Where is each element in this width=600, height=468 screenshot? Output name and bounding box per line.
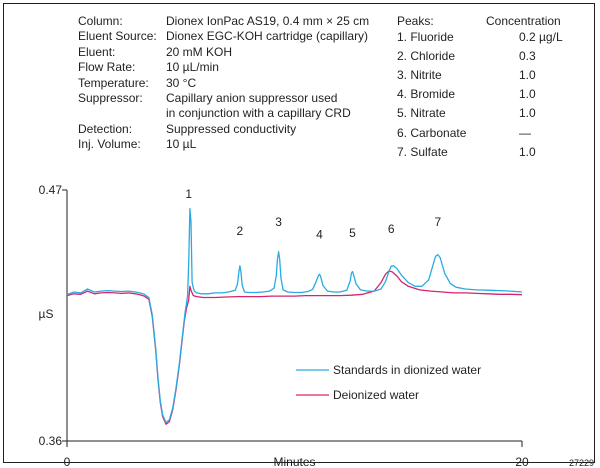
peak-label: 6: [388, 222, 395, 236]
peak-row: 1. Fluoride 0.2 µg/L: [0, 30, 590, 45]
condition-value: 10 µL: [166, 137, 197, 152]
condition-value: 10 µL/min: [166, 60, 219, 75]
peak-name: 4. Bromide: [397, 87, 456, 102]
peak-row: 2. Chloride 0.3: [0, 49, 590, 64]
condition-row: Eluent Source: Dionex EGC-KOH cartridge …: [0, 29, 390, 44]
condition-label: Eluent:: [78, 44, 116, 59]
peak-name: 7. Sulfate: [397, 144, 448, 159]
condition-value: Suppressed conductivity: [166, 121, 297, 136]
condition-row: Column: Dionex IonPac AS19, 0.4 mm × 25 …: [0, 14, 390, 29]
condition-row: Eluent: 20 mM KOH: [0, 45, 390, 60]
peak-name: 6. Carbonate: [397, 125, 467, 140]
peak-label: 4: [316, 227, 323, 241]
peaks-header-concentration: Concentration: [486, 14, 561, 28]
y-tick-label-bottom: 0.36: [39, 434, 63, 448]
chart-axes: 0.47 0.360 20 Minutes µS: [39, 183, 529, 468]
peaks-header-label: Peaks:: [397, 14, 434, 28]
peak-name: 5. Nitrate: [397, 106, 446, 121]
peak-concentration: 0.2 µg/L: [519, 30, 563, 44]
peak-concentration: 1.0: [519, 144, 536, 159]
peak-name: 1. Fluoride: [397, 30, 454, 44]
peak-label: 5: [349, 226, 356, 240]
peak-concentration: 0.3: [519, 49, 536, 64]
y-tick-label-top: 0.47: [39, 183, 63, 197]
condition-row: Temperature: 30 °C: [0, 76, 390, 91]
peak-label: 1: [185, 187, 192, 201]
chart-legend: Standards in dionized water Deionized wat…: [296, 363, 481, 402]
peak-label: 2: [237, 224, 244, 238]
peak-concentration: 1.0: [519, 87, 536, 102]
condition-label: Eluent Source:: [78, 29, 157, 44]
peak-concentration: —: [519, 125, 531, 140]
condition-label: Flow Rate:: [78, 60, 136, 75]
peak-name: 2. Chloride: [397, 49, 456, 64]
condition-row: Detection: Suppressed conductivity: [0, 122, 390, 137]
series-line-1: [66, 270, 523, 425]
figure-id: 27229: [569, 458, 594, 468]
chart-peak-labels: 1 2 3 4 5 6 7: [185, 187, 441, 242]
peak-label: 3: [275, 215, 282, 229]
condition-label: Inj. Volume:: [78, 137, 141, 152]
condition-value: Capillary anion suppressor used: [166, 91, 338, 105]
peak-row: 6. Carbonate —: [0, 126, 590, 141]
series-line-0: [66, 208, 523, 424]
condition-row: Suppressor: Capillary anion suppressor u…: [0, 91, 390, 106]
condition-label: Temperature:: [78, 75, 149, 90]
x-tick-label-end: 20: [515, 455, 529, 468]
condition-value: 20 mM KOH: [166, 44, 233, 59]
peak-concentration: 1.0: [519, 68, 536, 83]
condition-label: Column:: [78, 14, 123, 28]
condition-value: Dionex IonPac AS19, 0.4 mm × 25 cm: [166, 14, 370, 28]
condition-value: in conjunction with a capillary CRD: [166, 106, 351, 121]
peak-row: 4. Bromide 1.0: [0, 87, 590, 102]
chart-series: [66, 208, 523, 425]
peak-row: 5. Nitrate 1.0: [0, 106, 590, 121]
peak-label: 7: [434, 215, 441, 229]
condition-row: Inj. Volume: 10 µL: [0, 137, 390, 152]
condition-label: Suppressor:: [78, 91, 143, 105]
condition-row: Flow Rate: 10 µL/min: [0, 60, 390, 75]
y-axis-label: µS: [39, 307, 54, 321]
legend-label: Standards in dionized water: [333, 363, 481, 377]
peak-row: 7. Sulfate 1.0: [0, 145, 590, 160]
x-tick-label-start: 0: [64, 455, 71, 468]
condition-label: Detection:: [78, 121, 133, 136]
legend-label: Deionized water: [333, 388, 419, 402]
x-axis-label: Minutes: [273, 455, 315, 468]
peak-name: 3. Nitrite: [397, 68, 442, 83]
peak-row: 3. Nitrite 1.0: [0, 68, 590, 83]
condition-value: 30 °C: [166, 75, 197, 90]
condition-row: in conjunction with a capillary CRD: [0, 106, 390, 121]
figure-frame: [3, 3, 595, 463]
condition-value: Dionex EGC-KOH cartridge (capillary): [166, 29, 369, 44]
peak-concentration: 1.0: [519, 106, 536, 121]
